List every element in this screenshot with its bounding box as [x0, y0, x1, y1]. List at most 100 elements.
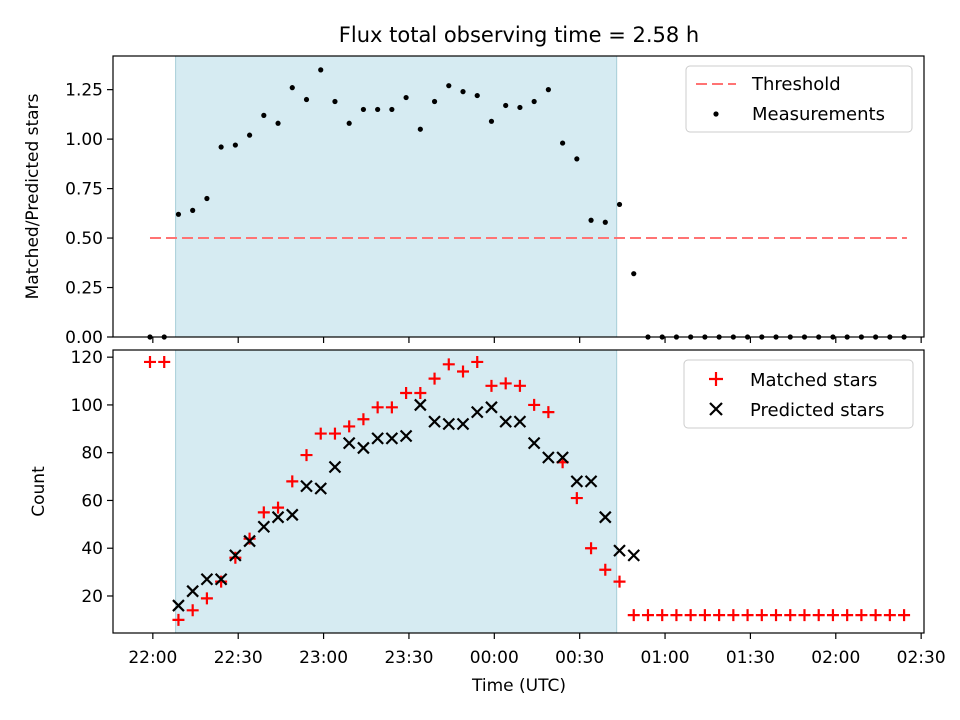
- ratio-y-tick-label: 0.75: [65, 180, 103, 200]
- legend-measurements-label: Measurements: [752, 104, 885, 125]
- matched-star-point: [812, 609, 825, 622]
- count-legend: Matched stars Predicted stars: [683, 359, 914, 429]
- measurement-point: [417, 126, 423, 132]
- matched-star-point: [172, 613, 185, 626]
- count-x-tick-label: 02:30: [897, 648, 946, 668]
- matched-star-point: [257, 506, 270, 519]
- matched-star-point: [272, 501, 285, 514]
- measurement-point: [289, 85, 295, 91]
- matched-star-point: [656, 609, 669, 622]
- matched-star-point: [784, 609, 797, 622]
- matched-star-point: [328, 427, 341, 440]
- count-y-axis-label: Count: [29, 466, 49, 517]
- matched-star-point: [158, 355, 171, 368]
- count-x-tick-label: 22:00: [128, 648, 177, 668]
- ratio-panel-frame: [112, 55, 925, 338]
- matched-star-point: [528, 398, 541, 411]
- matched-star-point: [898, 609, 911, 622]
- measurement-point: [631, 271, 637, 277]
- measurement-point: [574, 156, 580, 162]
- matched-star-point: [499, 377, 512, 390]
- ratio-y-tick-label: 1.25: [65, 81, 103, 101]
- measurement-point: [602, 219, 608, 225]
- measurement-point: [346, 120, 352, 126]
- matched-star-point: [641, 609, 654, 622]
- matched-star-point: [698, 609, 711, 622]
- matched-star-point: [485, 379, 498, 392]
- ratio-panel: 0.00 0.25 0.50 0.75 1.00 1.25 Matched/Predict…: [23, 55, 925, 348]
- predicted-star-point: [243, 534, 256, 548]
- predicted-star-point: [527, 436, 541, 450]
- measurement-point: [375, 106, 381, 113]
- count-x-tick-label: 01:00: [641, 648, 690, 668]
- ratio-legend: Threshold Measurements: [685, 65, 913, 133]
- matched-star-point: [883, 609, 896, 622]
- matched-star-point: [385, 401, 398, 414]
- count-panel-frame: [112, 349, 925, 634]
- predicted-star-point: [442, 417, 456, 431]
- measurement-point: [275, 120, 281, 126]
- matched-star-point: [414, 386, 427, 399]
- predicted-star-point: [385, 432, 399, 445]
- measurement-point: [431, 98, 438, 105]
- count-x-tick-label: 00:30: [555, 648, 604, 668]
- predicted-star-point: [556, 451, 569, 464]
- matched-star-point: [826, 609, 839, 622]
- legend-predicted-swatch: [709, 402, 723, 416]
- matched-star-point: [542, 406, 555, 419]
- matched-star-point: [143, 355, 156, 368]
- measurement-point: [303, 96, 310, 103]
- count-y-ticks: 20 40 60 80 100 120: [71, 348, 113, 607]
- matched-star-point: [627, 609, 640, 622]
- ratio-y-tick-label: 0.00: [65, 328, 103, 348]
- matched-star-point: [613, 575, 626, 588]
- predicted-star-point: [314, 482, 328, 495]
- matched-star-point: [371, 401, 384, 414]
- predicted-star-point: [172, 599, 185, 612]
- measurement-point: [389, 106, 395, 113]
- matched-star-point: [585, 542, 598, 555]
- legend-threshold-label: Threshold: [751, 74, 841, 95]
- measurement-point: [190, 207, 196, 213]
- matched-star-point: [869, 609, 882, 622]
- matched-star-point: [457, 365, 470, 378]
- ratio-y-tick-label: 0.25: [65, 279, 103, 299]
- predicted-star-point: [357, 441, 370, 455]
- matched-star-point: [428, 372, 441, 385]
- predicted-star-point: [485, 401, 498, 414]
- matched-star-point: [684, 609, 697, 622]
- matched-star-point: [713, 609, 726, 622]
- measurement-point: [545, 87, 551, 93]
- ratio-y-tick-label: 0.50: [65, 229, 103, 249]
- ratio-y-axis-label: Matched/Predicted stars: [23, 93, 43, 299]
- chart-title: Flux total observing time = 2.58 h: [339, 23, 699, 47]
- matched-star-point: [400, 386, 413, 399]
- matched-star-point: [300, 449, 313, 462]
- predicted-star-point: [257, 520, 271, 534]
- count-x-ticks: 22:00 22:30 23:00 23:30 00:00 00:30 01:00 01:30…: [128, 633, 946, 668]
- predicted-star-point: [584, 475, 598, 488]
- count-x-tick-label: 22:30: [214, 648, 263, 668]
- predicted-star-point: [229, 549, 242, 562]
- count-x-tick-label: 23:30: [384, 648, 433, 668]
- predicted-star-point: [513, 415, 527, 428]
- count-y-tick-label: 100: [71, 396, 103, 416]
- matched-star-point: [471, 355, 484, 368]
- count-y-tick-label: 60: [81, 491, 103, 511]
- measurement-point: [488, 118, 495, 124]
- predicted-star-point: [599, 510, 612, 524]
- measurement-point: [560, 140, 566, 146]
- matched-star-point: [186, 604, 199, 617]
- predicted-star-point: [428, 415, 441, 428]
- predicted-star-point: [371, 432, 384, 445]
- ratio-legend-box: [685, 65, 913, 133]
- matched-star-point: [798, 609, 811, 622]
- measurement-point: [446, 83, 452, 89]
- ratio-y-ticks: 0.00 0.25 0.50 0.75 1.00 1.25: [65, 81, 113, 348]
- observing-window-band-top: [175, 55, 618, 338]
- measurement-point: [246, 132, 253, 138]
- matched-star-point: [741, 609, 754, 622]
- x-axis-label: Time (UTC): [471, 676, 566, 696]
- count-x-tick-label: 23:00: [299, 648, 348, 668]
- observing-window-band-bottom: [175, 349, 618, 634]
